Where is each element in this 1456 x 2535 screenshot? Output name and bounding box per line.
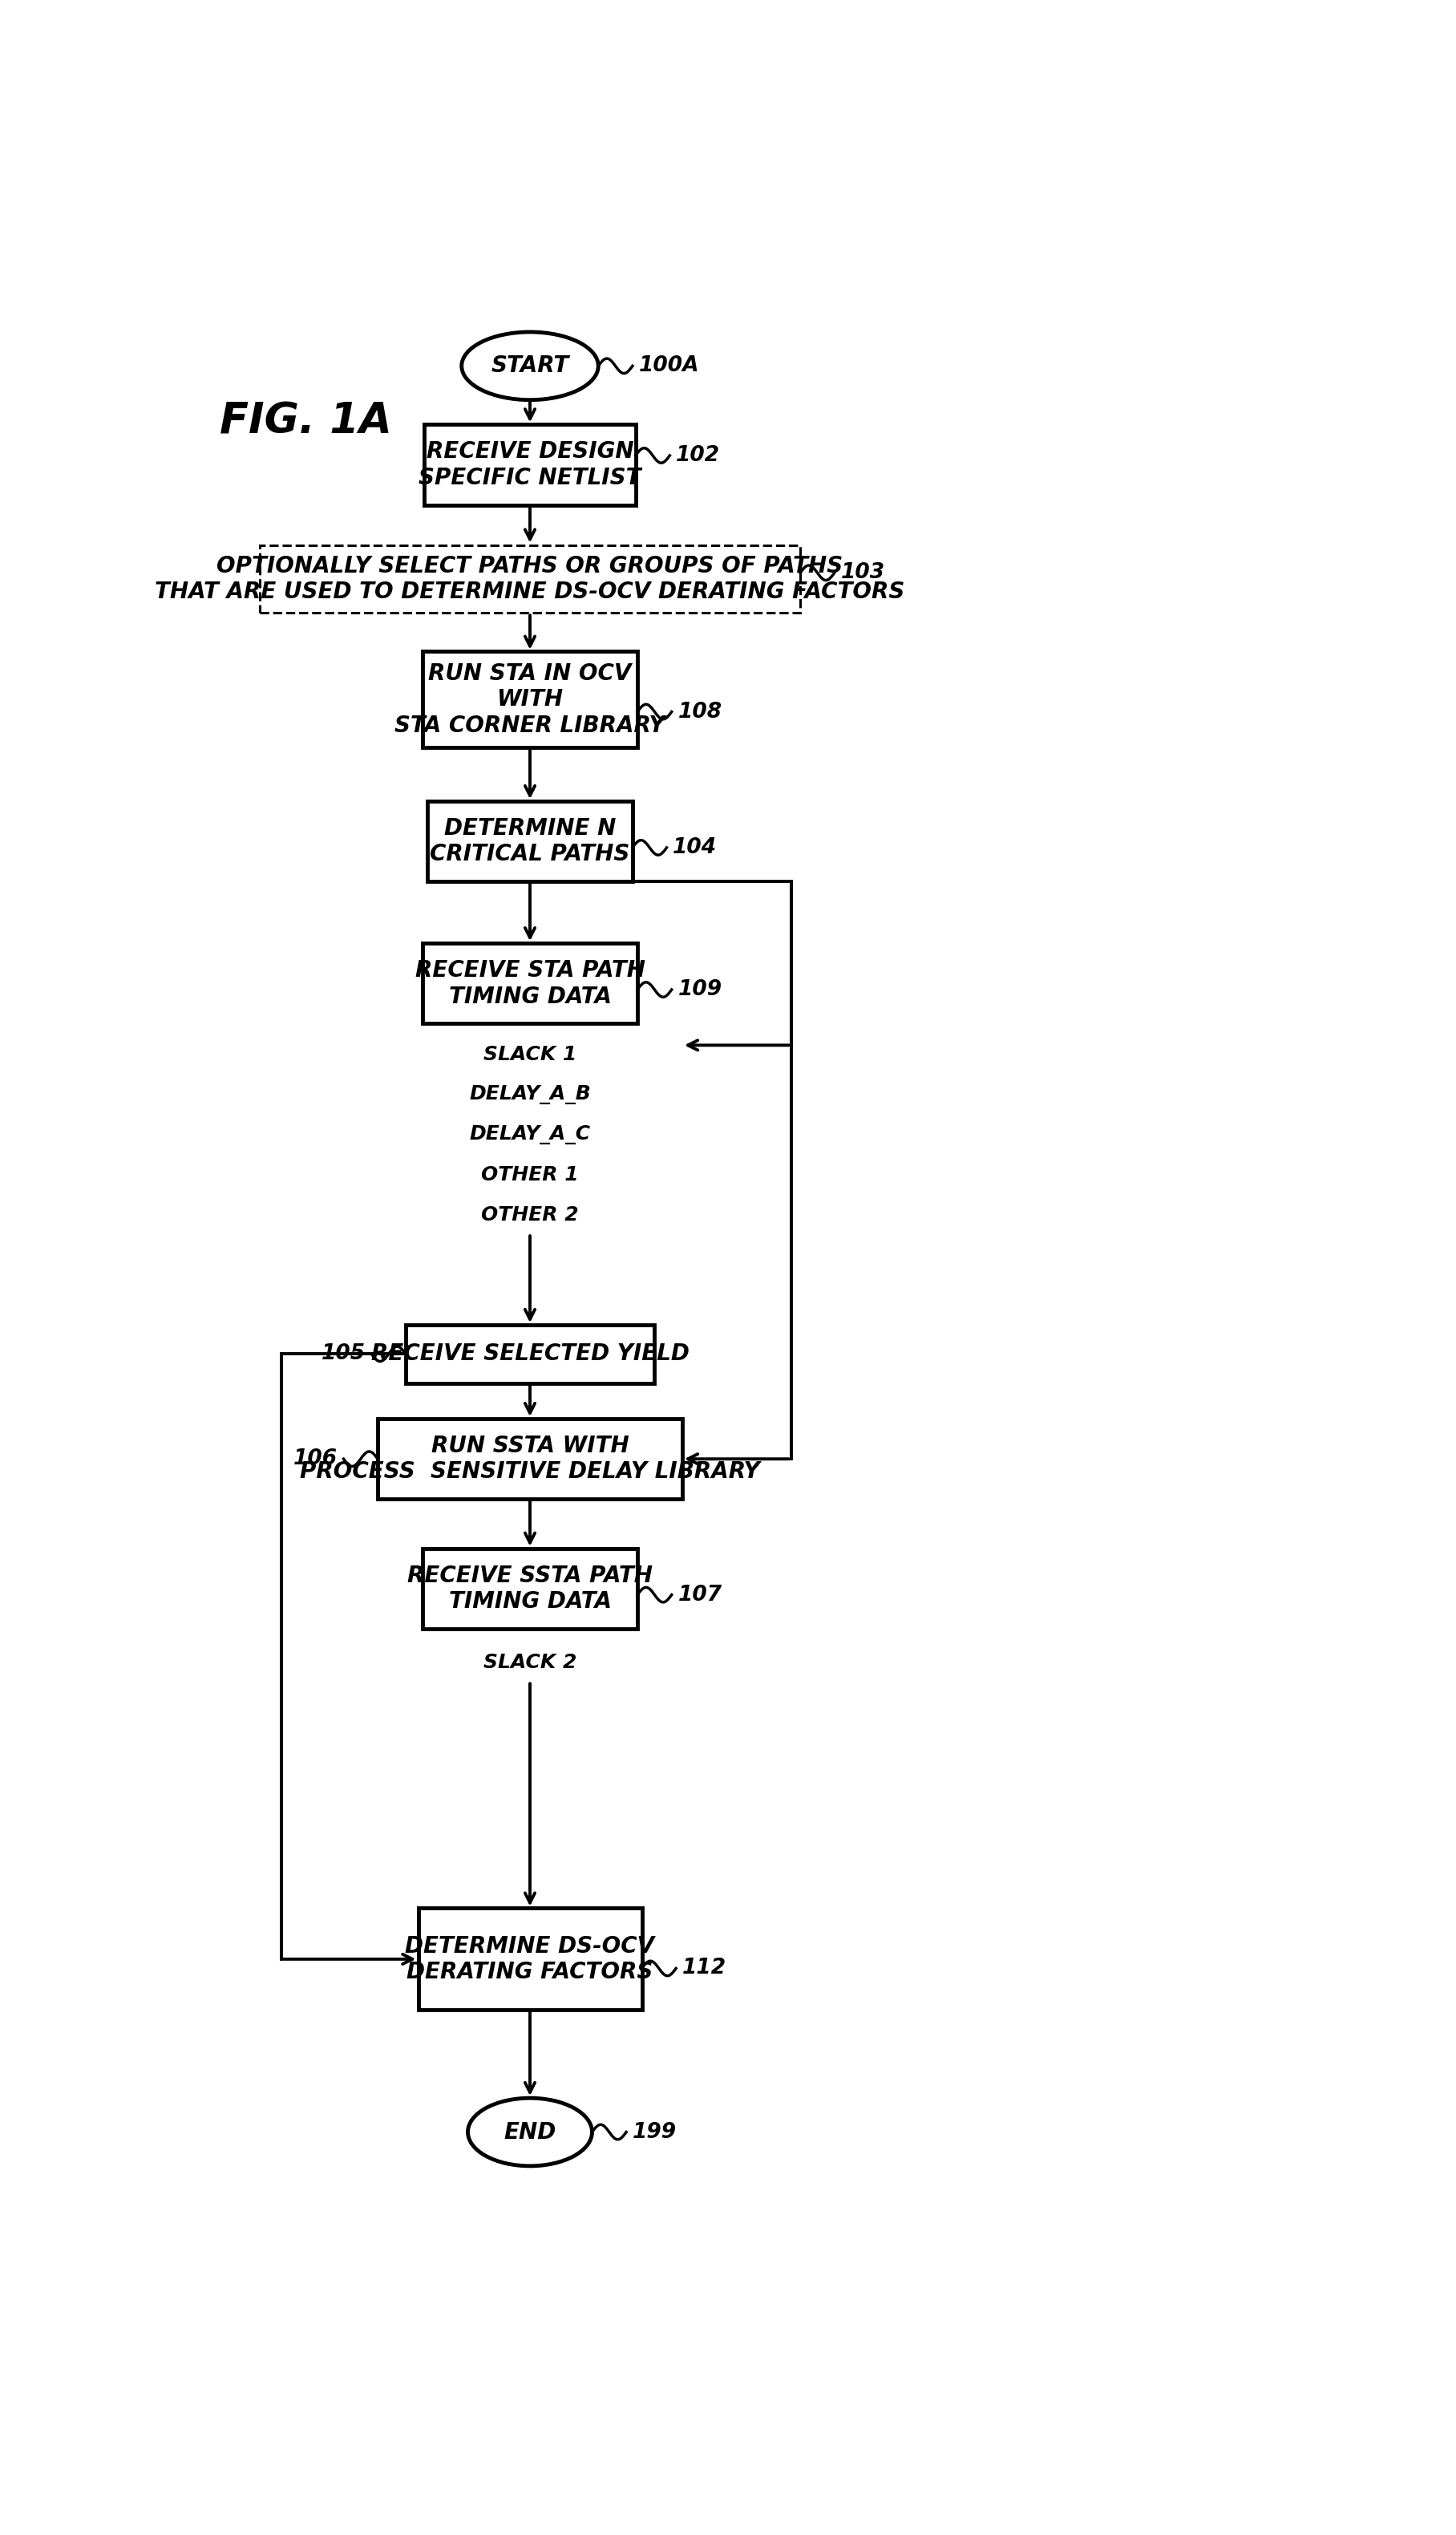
Text: OTHER 1: OTHER 1 <box>480 1166 578 1184</box>
Text: RUN SSTA WITH
PROCESS  SENSITIVE DELAY LIBRARY: RUN SSTA WITH PROCESS SENSITIVE DELAY LI… <box>300 1435 760 1483</box>
Text: SLACK 1: SLACK 1 <box>483 1044 577 1065</box>
Ellipse shape <box>462 332 598 401</box>
FancyBboxPatch shape <box>428 801 632 882</box>
Text: RUN STA IN OCV
WITH
STA CORNER LIBRARY: RUN STA IN OCV WITH STA CORNER LIBRARY <box>395 662 665 738</box>
Text: RECEIVE SELECTED YIELD: RECEIVE SELECTED YIELD <box>371 1344 689 1366</box>
Text: OTHER 2: OTHER 2 <box>480 1207 578 1224</box>
Text: DETERMINE DS-OCV
DERATING FACTORS: DETERMINE DS-OCV DERATING FACTORS <box>405 1934 655 1982</box>
FancyBboxPatch shape <box>418 1909 642 2010</box>
Text: FIG. 1A: FIG. 1A <box>220 401 392 444</box>
Text: 105: 105 <box>322 1344 365 1364</box>
FancyBboxPatch shape <box>377 1420 683 1498</box>
FancyBboxPatch shape <box>422 1549 638 1630</box>
Text: DELAY_A_C: DELAY_A_C <box>469 1126 591 1143</box>
Text: 106: 106 <box>293 1447 338 1470</box>
Ellipse shape <box>467 2099 593 2165</box>
Text: 112: 112 <box>683 1957 727 1980</box>
FancyBboxPatch shape <box>422 651 638 748</box>
Text: END: END <box>504 2122 556 2142</box>
Text: 107: 107 <box>678 1584 722 1605</box>
FancyBboxPatch shape <box>259 545 801 613</box>
Text: START: START <box>491 355 569 378</box>
FancyBboxPatch shape <box>422 943 638 1024</box>
FancyBboxPatch shape <box>406 1326 654 1384</box>
Text: SLACK 2: SLACK 2 <box>483 1653 577 1673</box>
Text: 199: 199 <box>632 2122 677 2142</box>
Text: RECEIVE STA PATH
TIMING DATA: RECEIVE STA PATH TIMING DATA <box>415 958 645 1009</box>
Text: 103: 103 <box>840 563 885 583</box>
Text: 104: 104 <box>673 837 716 857</box>
Text: RECEIVE DESIGN
SPECIFIC NETLIST: RECEIVE DESIGN SPECIFIC NETLIST <box>419 441 641 489</box>
Text: 102: 102 <box>676 446 721 466</box>
Text: 100A: 100A <box>639 355 699 375</box>
Text: 109: 109 <box>678 979 722 1001</box>
FancyBboxPatch shape <box>424 426 636 504</box>
Text: OPTIONALLY SELECT PATHS OR GROUPS OF PATHS
THAT ARE USED TO DETERMINE DS-OCV DER: OPTIONALLY SELECT PATHS OR GROUPS OF PAT… <box>154 555 906 603</box>
Text: RECEIVE SSTA PATH
TIMING DATA: RECEIVE SSTA PATH TIMING DATA <box>408 1564 652 1612</box>
Text: DELAY_A_B: DELAY_A_B <box>469 1085 591 1105</box>
Text: 108: 108 <box>678 702 722 722</box>
Text: DETERMINE N
CRITICAL PATHS: DETERMINE N CRITICAL PATHS <box>430 816 630 864</box>
